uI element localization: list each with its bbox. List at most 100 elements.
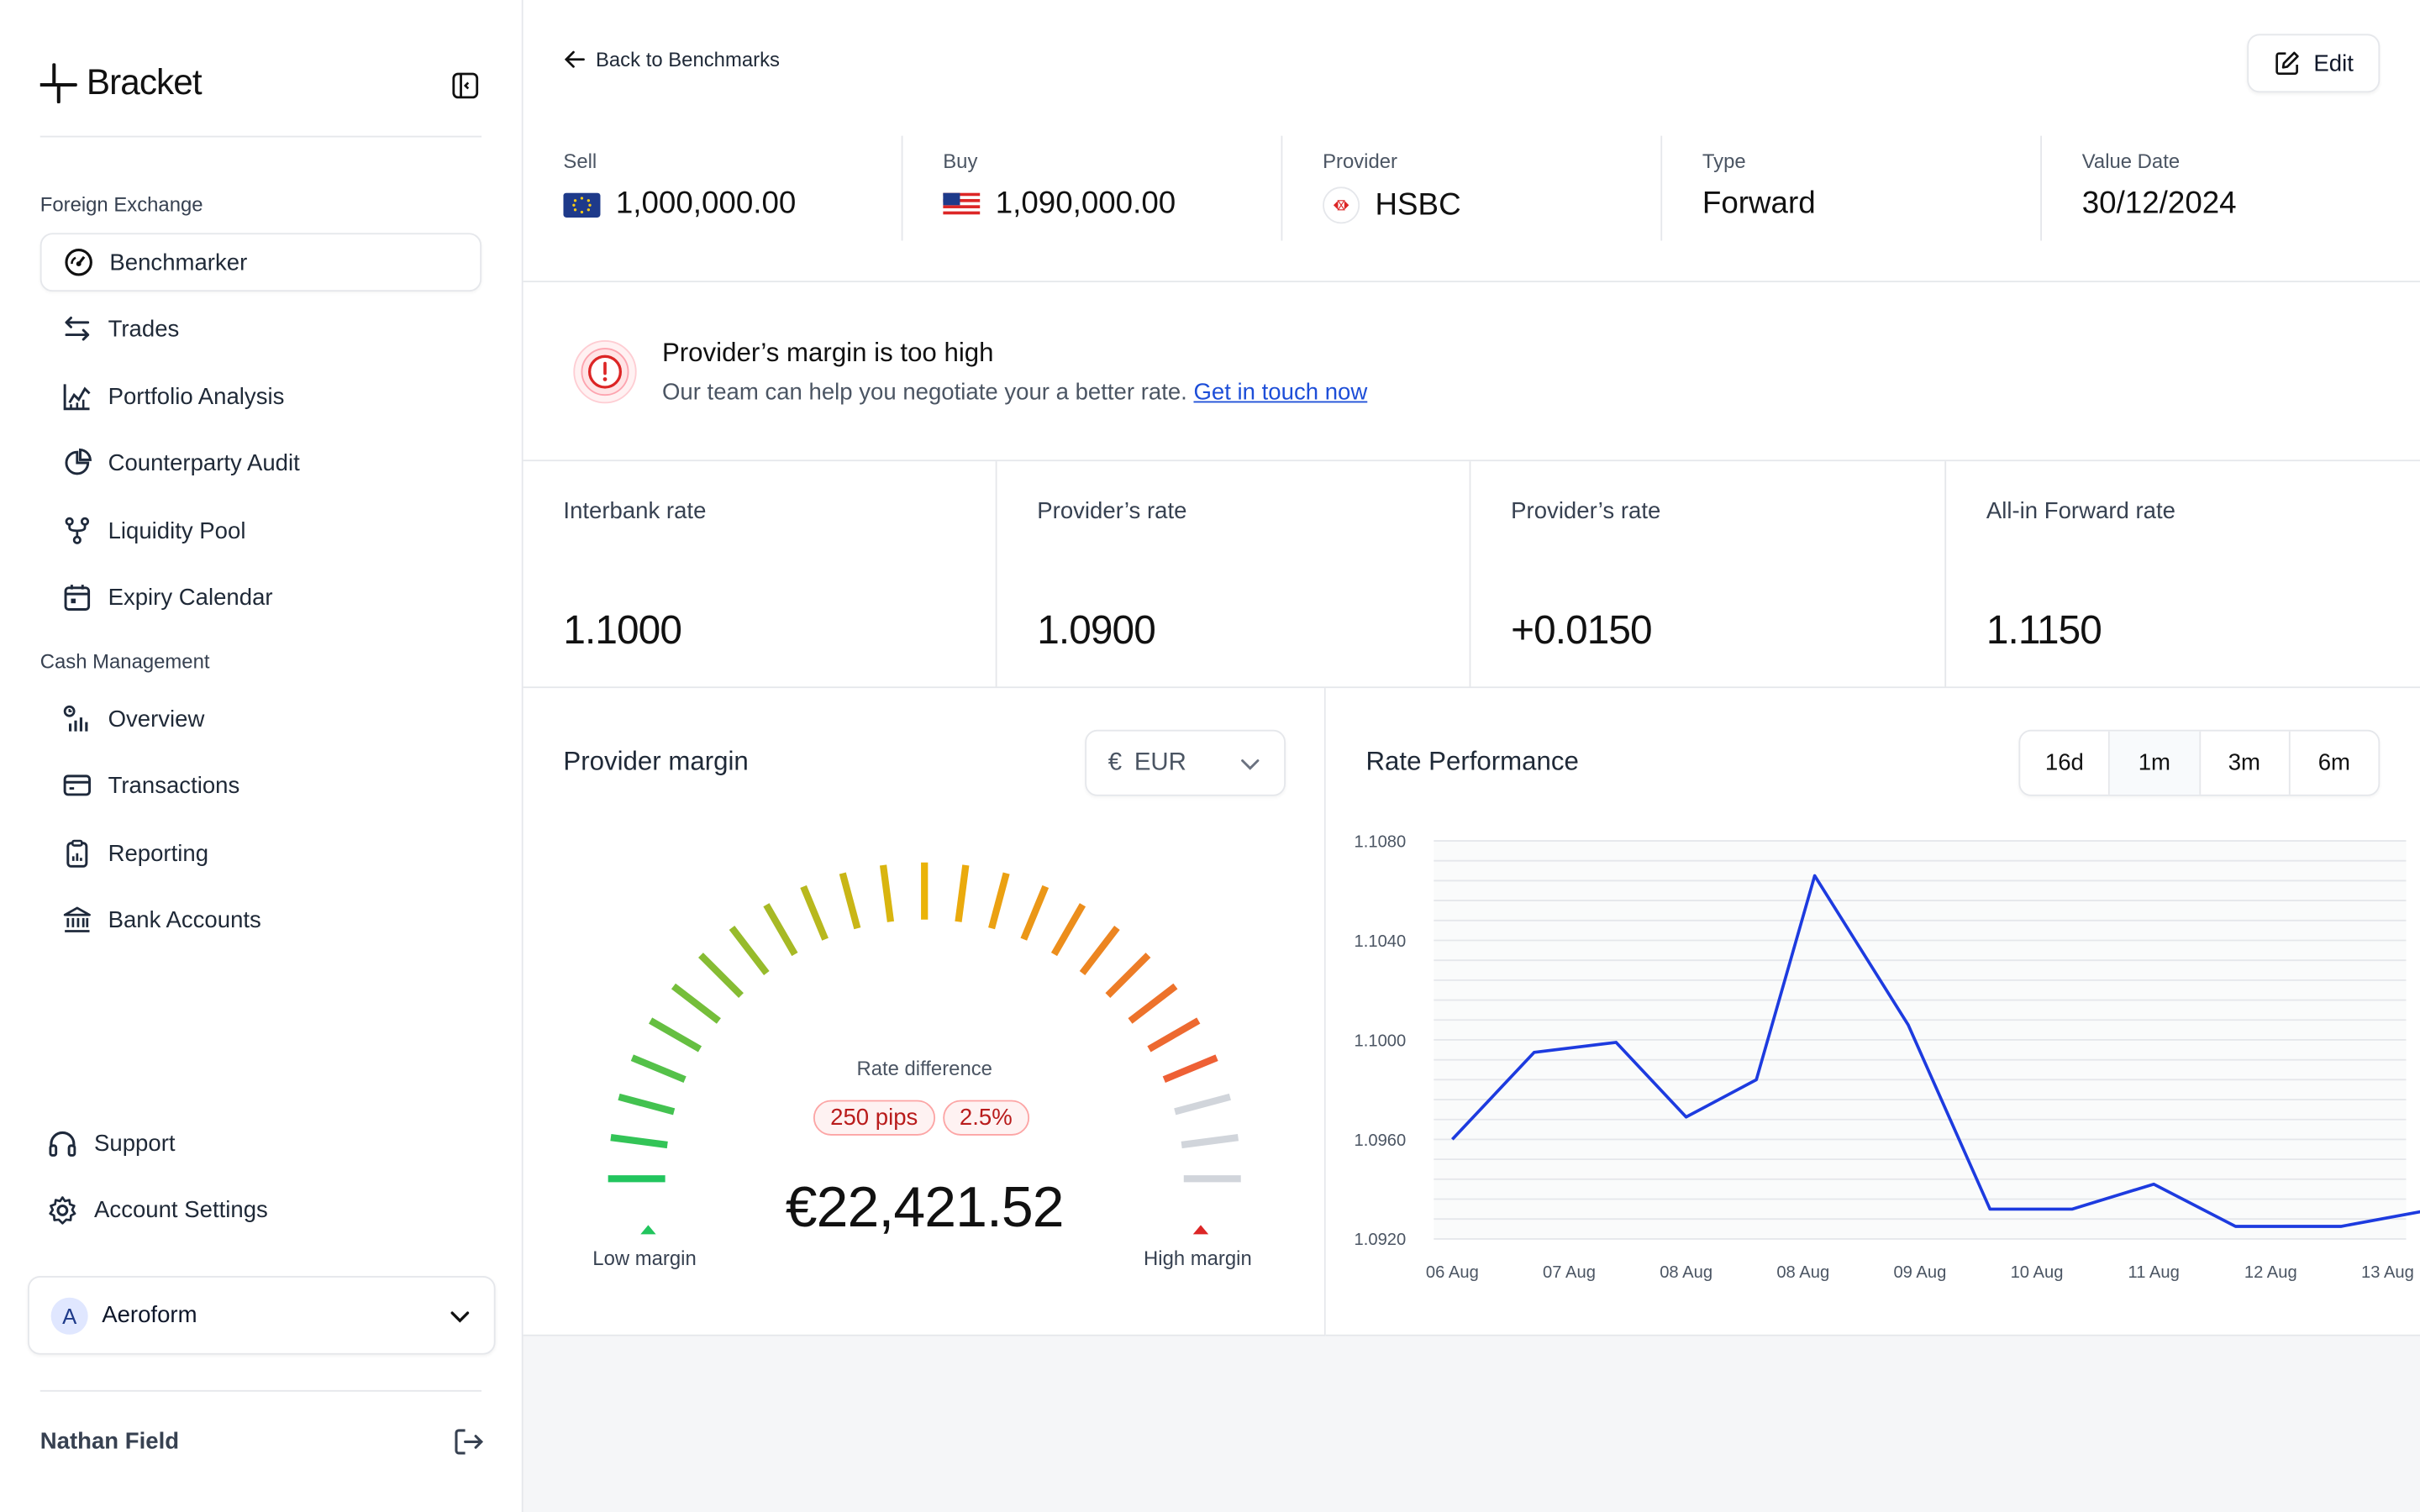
sidebar-collapse-button[interactable] <box>448 68 481 102</box>
eu-flag-icon <box>563 192 601 218</box>
sidebar-panel-icon <box>451 71 478 98</box>
alert-title: Provider’s margin is too high <box>661 338 994 368</box>
y-tick-label: 1.1040 <box>1355 932 1407 951</box>
gauge-tick <box>610 1134 668 1149</box>
user-row: Nathan Field <box>40 1416 485 1466</box>
currency-select[interactable]: € EUR <box>1085 729 1286 796</box>
sidebar-divider <box>39 135 482 138</box>
sidebar-item-trades[interactable]: Trades <box>40 299 481 358</box>
alert-message: Our team can help you negotiate your a b… <box>661 379 1187 407</box>
back-link-label: Back to Benchmarks <box>595 47 780 71</box>
period-6m-button[interactable]: 6m <box>2317 749 2350 776</box>
back-to-benchmarks-link[interactable]: Back to Benchmarks <box>563 48 780 71</box>
organization-select[interactable]: A Aeroform <box>28 1275 496 1355</box>
section-label-foreign-exchange: Foreign Exchange <box>39 192 203 217</box>
sidebar-item-label: Transactions <box>108 772 240 799</box>
gauge-tick <box>988 872 1010 930</box>
detail-value: HSBC <box>1375 187 1461 222</box>
gauge-tick <box>1079 926 1120 975</box>
pips-badge: 250 pips <box>813 1100 935 1136</box>
support-link[interactable]: Support <box>46 1120 176 1166</box>
edit-pencil-icon <box>2275 51 2299 76</box>
sidebar-item-expiry-calendar[interactable]: Expiry Calendar <box>40 568 481 627</box>
rate-value: +0.0150 <box>1511 606 1652 653</box>
sidebar-item-reporting[interactable]: Reporting <box>40 824 481 883</box>
hsbc-logo-icon <box>1323 186 1360 224</box>
period-16d-button[interactable]: 16d <box>2020 731 2111 795</box>
sidebar-item-counterparty-audit[interactable]: Counterparty Audit <box>40 433 481 492</box>
rate-series-line <box>1451 874 2420 1228</box>
app-logo[interactable]: Bracket <box>39 61 203 103</box>
account-settings-link[interactable]: Account Settings <box>46 1186 268 1232</box>
sidebar-item-portfolio-analysis[interactable]: Portfolio Analysis <box>40 367 481 426</box>
app-name: Bracket <box>86 61 203 102</box>
detail-label: Value Date <box>2081 150 2181 173</box>
bank-icon <box>60 903 93 936</box>
detail-buy: Buy 1,090,000.00 <box>943 136 1176 241</box>
headset-icon <box>49 1130 76 1156</box>
gauge-tick <box>879 864 895 922</box>
sidebar-item-liquidity-pool[interactable]: Liquidity Pool <box>40 501 481 560</box>
gauge-tick <box>1174 1093 1231 1116</box>
detail-value: Forward <box>1702 186 1816 221</box>
gauge-tick <box>1105 953 1151 998</box>
pie-chart-icon <box>60 447 93 480</box>
org-name: Aeroform <box>102 1302 197 1329</box>
sidebar-item-label: Trades <box>108 315 180 342</box>
rate-value: 1.1150 <box>1986 606 2102 653</box>
detail-value: 1,090,000.00 <box>995 186 1176 221</box>
gear-icon <box>49 1195 76 1224</box>
detail-value: 30/12/2024 <box>2081 186 2237 221</box>
calendar-icon <box>60 581 93 614</box>
period-selector: 16d 1m 3m 6m <box>2018 729 2381 796</box>
divider <box>901 135 903 241</box>
alert-warning-icon <box>573 340 637 404</box>
chart-overview-icon <box>60 703 93 736</box>
high-margin-marker-icon <box>1192 1225 1209 1235</box>
rate-difference-label: Rate difference <box>856 1057 992 1080</box>
arrows-swap-icon <box>60 312 93 345</box>
gauge-tick <box>1162 1054 1218 1083</box>
bracket-logo-icon <box>39 62 77 103</box>
account-settings-label: Account Settings <box>94 1196 268 1223</box>
detail-value-date: Value Date 30/12/2024 <box>2082 136 2237 241</box>
sidebar-item-overview[interactable]: Overview <box>40 690 481 748</box>
x-tick-label: 10 Aug <box>2011 1263 2064 1282</box>
period-1m-button[interactable]: 1m <box>2110 731 2201 795</box>
period-3m-button[interactable]: 3m <box>2200 731 2291 795</box>
sidebar-item-bank-accounts[interactable]: Bank Accounts <box>40 890 481 949</box>
x-tick-label: 12 Aug <box>2244 1263 2297 1282</box>
chevron-down-icon <box>1241 759 1260 769</box>
gauge-tick <box>839 872 861 930</box>
sidebar-item-label: Overview <box>108 706 205 732</box>
gauge-tick <box>649 1017 702 1053</box>
currency-symbol: € <box>1107 748 1123 775</box>
edit-button[interactable]: Edit <box>2247 34 2381 93</box>
x-tick-label: 13 Aug <box>2361 1263 2414 1282</box>
support-label: Support <box>94 1130 176 1157</box>
rate-performance-title: Rate Performance <box>1365 746 1579 776</box>
rate-difference-badges: 250 pips 2.5% <box>813 1100 1029 1136</box>
sidebar-item-benchmarker[interactable]: Benchmarker <box>39 233 482 292</box>
y-tick-label: 1.0960 <box>1355 1131 1407 1150</box>
arrow-left-icon <box>564 50 585 68</box>
sidebar-item-label: Liquidity Pool <box>108 517 246 544</box>
get-in-touch-link[interactable]: Get in touch now <box>1193 379 1368 407</box>
rate-card-all-in-forward: All-in Forward rate 1.1150 <box>1946 461 2420 688</box>
gauge-tick <box>1128 983 1178 1024</box>
gauge-tick <box>729 926 770 975</box>
x-tick-label: 09 Aug <box>1893 1263 1946 1282</box>
y-tick-label: 1.0920 <box>1355 1231 1407 1249</box>
rate-label: Interbank rate <box>563 498 707 525</box>
y-tick-label: 1.1080 <box>1355 832 1407 851</box>
section-label-cash-management: Cash Management <box>39 649 210 673</box>
gauge-tick <box>1147 1017 1201 1053</box>
sidebar-item-label: Bank Accounts <box>108 906 261 933</box>
detail-provider: Provider HSBC <box>1323 136 1461 241</box>
sidebar-item-label: Reporting <box>108 840 209 867</box>
percent-badge: 2.5% <box>942 1100 1029 1136</box>
sidebar-item-transactions[interactable]: Transactions <box>40 756 481 815</box>
trade-details-panel: Back to Benchmarks Edit Sell 1,000,000.0… <box>523 0 2420 283</box>
logout-icon[interactable] <box>452 1425 485 1457</box>
clipboard-icon <box>60 837 93 869</box>
